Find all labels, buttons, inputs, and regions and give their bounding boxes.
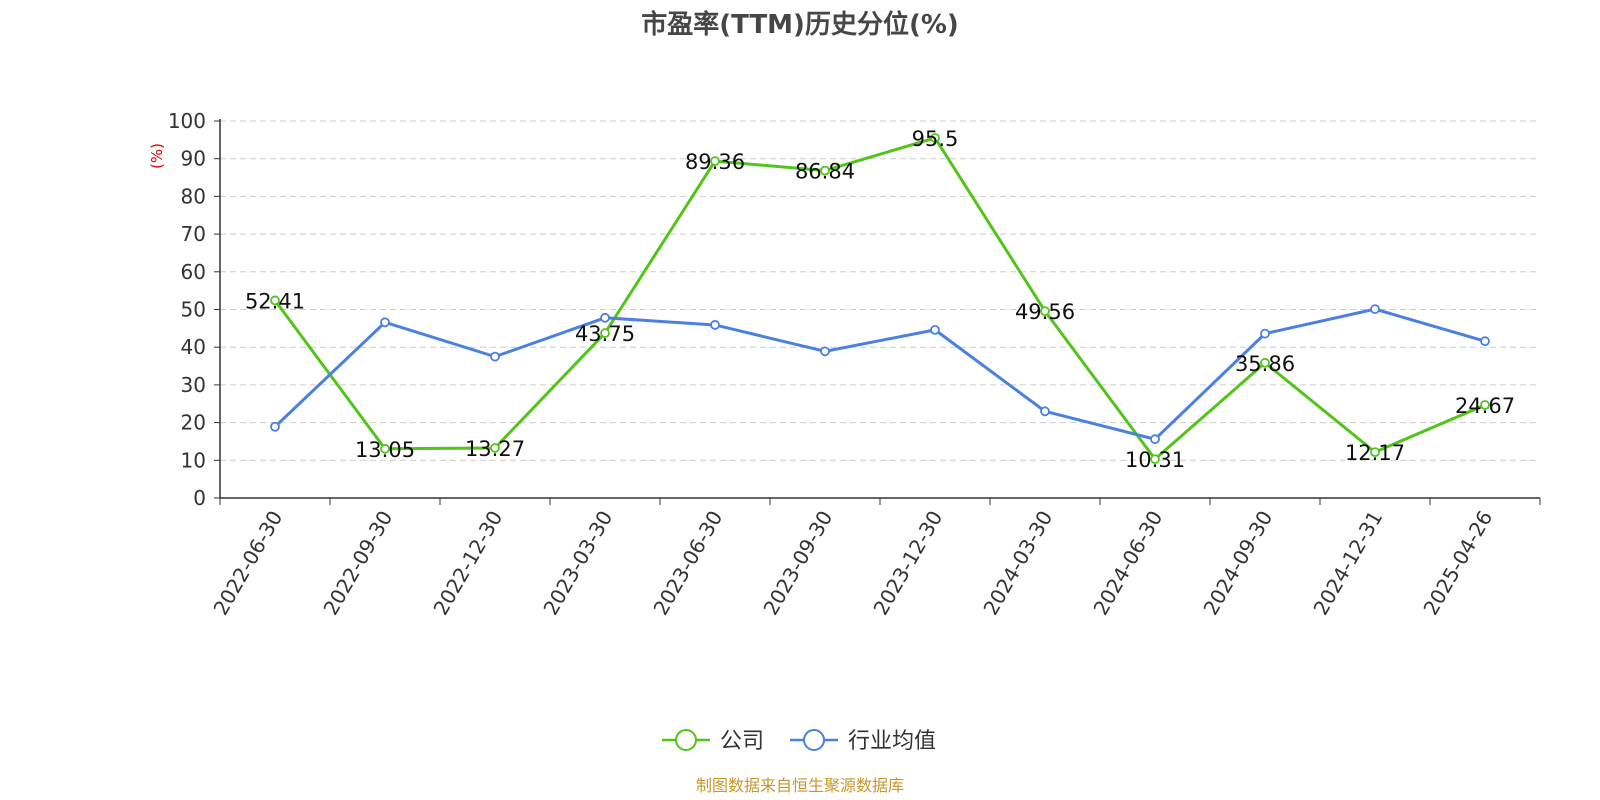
data-point: [270, 421, 280, 432]
data-point: [1480, 400, 1490, 410]
data-point: [600, 328, 610, 338]
data-point: [380, 443, 390, 454]
series-layer: [270, 133, 1490, 465]
data-point: [820, 165, 830, 176]
series-line: [273, 307, 1486, 441]
data-label: 43.75: [575, 322, 635, 346]
legend[interactable]: 公司 行业均值: [662, 729, 936, 754]
y-tick-label: 30: [181, 373, 206, 397]
data-point: [1260, 328, 1270, 339]
data-point: [380, 317, 390, 328]
x-tick-label: 2022-12-30: [428, 507, 507, 620]
data-label: 12.17: [1345, 441, 1405, 465]
data-label: 86.84: [795, 160, 855, 184]
data-point: [490, 443, 500, 453]
y-tick-label: 0: [193, 486, 206, 510]
data-label: 10.31: [1125, 448, 1185, 472]
legend-marker-icon: [803, 729, 825, 751]
data-label: 13.05: [355, 438, 415, 462]
gridlines: [220, 120, 1540, 461]
x-tick-label: 2022-09-30: [318, 507, 397, 620]
data-label: 35.86: [1235, 352, 1295, 376]
data-point: [930, 133, 940, 143]
legend-item[interactable]: 行业均值: [790, 729, 936, 754]
data-label: 89.36: [685, 150, 745, 174]
x-tick-label: 2022-06-30: [208, 507, 287, 620]
data-label: 13.27: [465, 437, 525, 461]
legend-marker-icon: [675, 729, 697, 751]
series-line: [273, 136, 1486, 461]
x-tick-label: 2023-12-30: [868, 507, 947, 620]
y-tick-label: 10: [181, 448, 206, 472]
x-tick-label: 2024-03-30: [978, 507, 1057, 620]
axes: [219, 119, 1540, 499]
data-point: [1480, 336, 1490, 347]
y-tick-label: 100: [168, 109, 206, 133]
data-point: [710, 320, 720, 330]
y-tick-label: 40: [181, 335, 206, 359]
data-point: [930, 324, 940, 335]
data-label: 52.41: [245, 289, 305, 313]
data-point: [1150, 454, 1160, 465]
data-label: 95.5: [912, 127, 959, 151]
data-point: [1260, 357, 1270, 368]
data-point: [820, 346, 830, 357]
data-point: [1370, 304, 1380, 315]
x-tick-label: 2023-03-30: [538, 507, 617, 620]
x-tick-label: 2023-06-30: [648, 507, 727, 620]
legend-label: 公司: [720, 729, 764, 754]
data-point: [1040, 406, 1050, 417]
data-point: [490, 351, 500, 362]
y-tick-label: 20: [181, 411, 206, 435]
legend-label: 行业均值: [848, 729, 936, 754]
x-tick-label: 2024-06-30: [1088, 507, 1167, 620]
y-axis-label: (%): [148, 143, 166, 169]
data-point: [270, 295, 280, 306]
x-tick-labels: 2022-06-30 2022-09-30 2022-12-30 2023-03-30…: [208, 498, 1541, 620]
data-label: 24.67: [1455, 394, 1515, 418]
x-tick-label: 2025-04-26: [1418, 507, 1497, 620]
data-point: [1370, 447, 1380, 458]
y-tick-label: 90: [181, 147, 206, 171]
x-tick-label: 2024-12-31: [1308, 507, 1387, 620]
source-note: 制图数据来自恒生聚源数据库: [696, 776, 904, 795]
y-tick-label: 50: [181, 298, 206, 322]
data-point: [1040, 306, 1050, 317]
y-tick-labels: 0 10 20 30 40 50 60 70 80 90 100: [168, 109, 220, 510]
y-tick-label: 70: [181, 222, 206, 246]
legend-item[interactable]: 公司: [662, 729, 764, 754]
x-tick-label: 2023-09-30: [758, 507, 837, 620]
data-point: [1150, 434, 1160, 445]
data-point: [600, 312, 610, 323]
chart-title: 市盈率(TTM)历史分位(%): [641, 9, 959, 40]
x-tick-label: 2024-09-30: [1198, 507, 1277, 620]
data-labels: 52.41 13.05 13.27 43.75 89.36 86.84 95.5 49.56 1…: [245, 127, 1515, 472]
data-point: [710, 156, 720, 167]
y-tick-label: 80: [181, 184, 206, 208]
data-label: 49.56: [1015, 300, 1075, 324]
y-tick-label: 60: [181, 260, 206, 284]
